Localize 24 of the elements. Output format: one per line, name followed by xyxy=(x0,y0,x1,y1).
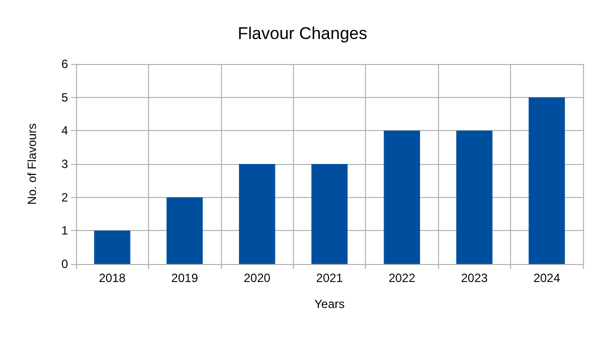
x-axis-title: Years xyxy=(314,297,345,311)
y-tick-label: 2 xyxy=(61,190,68,204)
y-tick-label: 3 xyxy=(61,157,68,171)
chart-title: Flavour Changes xyxy=(238,24,368,43)
y-tick-label: 4 xyxy=(61,124,68,138)
x-tick-label: 2020 xyxy=(244,271,271,285)
bar xyxy=(311,164,348,264)
bar xyxy=(238,164,276,264)
x-tick-label: 2022 xyxy=(388,271,416,285)
y-axis-title: No. of Flavours xyxy=(25,123,39,205)
bar xyxy=(166,197,203,264)
bar xyxy=(94,230,130,264)
y-tick-label: 6 xyxy=(61,57,68,71)
bar xyxy=(456,130,492,264)
x-tick-label: 2019 xyxy=(171,271,198,285)
y-tick-label: 1 xyxy=(61,224,68,238)
y-tick-label: 0 xyxy=(61,257,68,271)
y-tick-label: 5 xyxy=(61,90,68,104)
x-tick-label: 2023 xyxy=(461,271,488,285)
x-tick-label: 2024 xyxy=(533,271,560,285)
x-tick-label: 2021 xyxy=(316,271,344,285)
bar xyxy=(528,97,565,264)
bar xyxy=(384,130,420,264)
x-tick-label: 2018 xyxy=(98,271,126,285)
